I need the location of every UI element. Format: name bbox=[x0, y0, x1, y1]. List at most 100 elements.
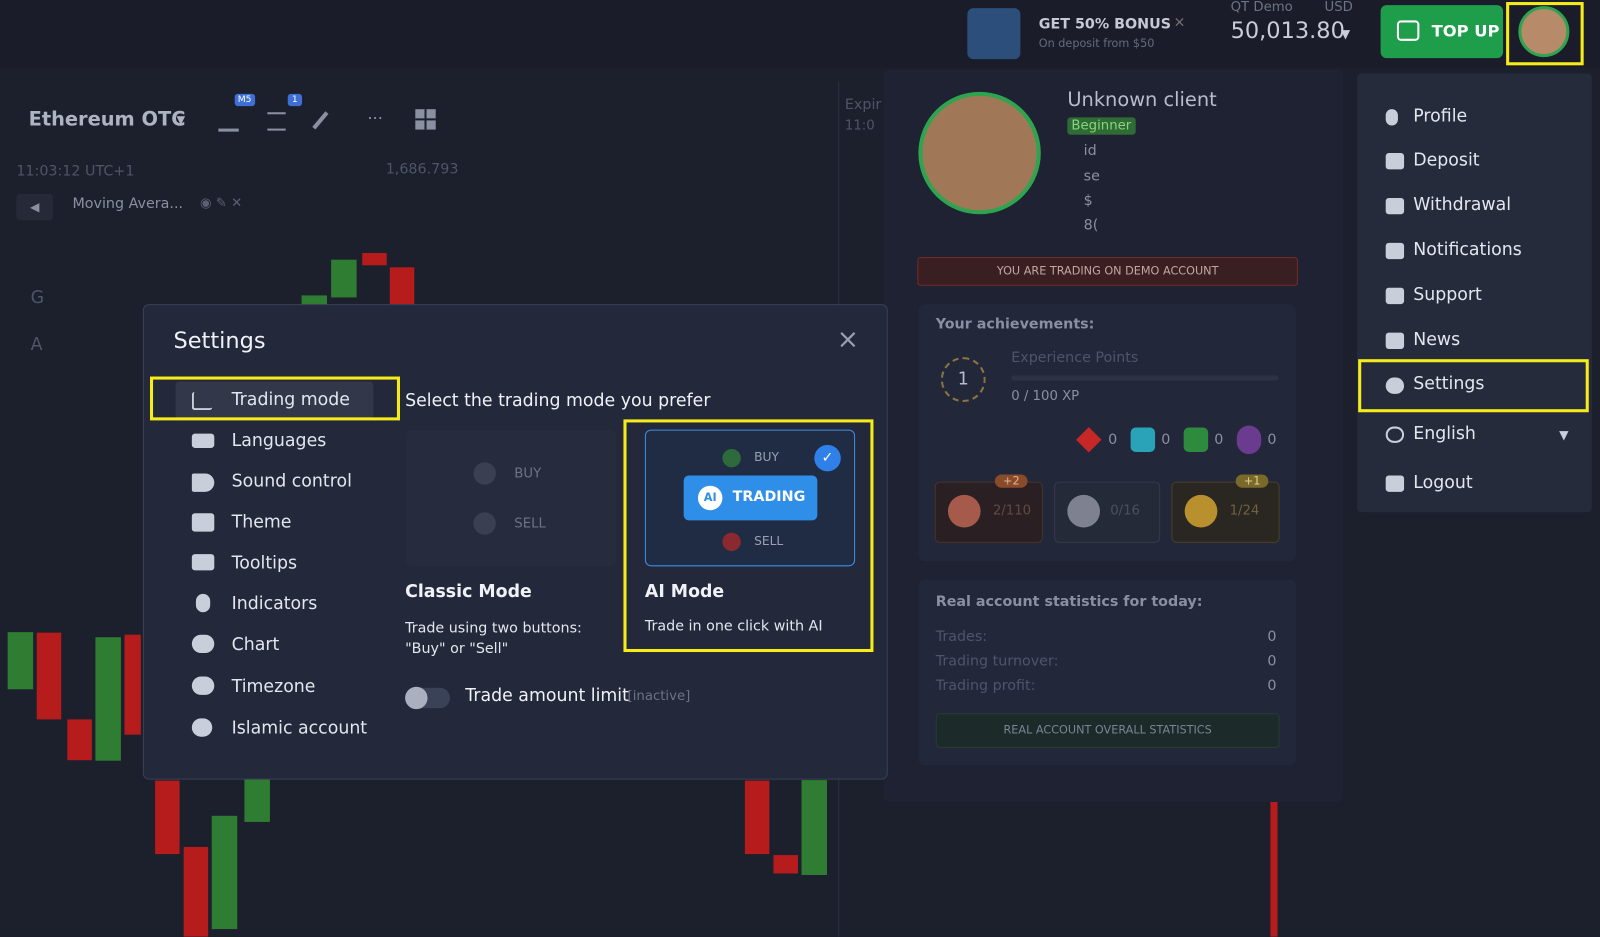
classic-description: Trade using two buttons: "Buy" or "Sell" bbox=[405, 620, 582, 658]
reward-icon bbox=[1184, 494, 1218, 528]
toggle-knob bbox=[405, 686, 428, 710]
ai-mode-card[interactable]: BUY ✓ AI TRADING SELL bbox=[644, 429, 856, 567]
gem-count: 0 bbox=[1108, 431, 1118, 448]
menu-item[interactable]: Support bbox=[1413, 284, 1482, 306]
ai-trading-button: AI TRADING bbox=[683, 475, 818, 521]
indicator-name: Moving Avera... bbox=[72, 195, 184, 213]
nav-item[interactable]: Chart bbox=[231, 634, 280, 656]
reward-progress: 2/110 bbox=[992, 503, 1032, 519]
expiry-label: Expir bbox=[844, 96, 882, 114]
gem-icon bbox=[1236, 425, 1262, 455]
ai-title: AI Mode bbox=[644, 581, 725, 603]
menu-icon bbox=[1385, 475, 1405, 492]
highlight bbox=[1358, 359, 1589, 413]
profile-photo bbox=[918, 91, 1041, 215]
buy-icon bbox=[722, 448, 741, 468]
stats-label: Trading turnover: bbox=[935, 653, 1059, 670]
balance-dropdown[interactable]: ▼ bbox=[1340, 26, 1351, 41]
nav-item[interactable]: Timezone bbox=[231, 676, 316, 697]
nav-item[interactable]: Theme bbox=[231, 512, 292, 533]
sell-icon bbox=[473, 512, 496, 535]
gem-count: 0 bbox=[1161, 431, 1171, 448]
collapse-button[interactable]: ◀ bbox=[16, 193, 54, 221]
menu-item[interactable]: News bbox=[1413, 329, 1461, 350]
xp-level: 1 bbox=[940, 357, 986, 403]
settings-prompt: Select the trading mode you prefer bbox=[405, 390, 711, 412]
wallet-icon bbox=[1396, 20, 1420, 41]
nav-icon bbox=[195, 593, 211, 613]
classic-mode-card[interactable]: BUY SELL bbox=[406, 429, 617, 567]
menu-item[interactable]: English bbox=[1413, 423, 1476, 444]
more-icon[interactable]: ··· bbox=[367, 108, 383, 128]
menu-item[interactable]: Withdrawal bbox=[1413, 194, 1512, 216]
ai-button-label: TRADING bbox=[732, 488, 806, 506]
reward-progress: 0/16 bbox=[1110, 503, 1140, 519]
nav-icon bbox=[191, 391, 213, 411]
nav-item[interactable]: Indicators bbox=[231, 593, 318, 615]
top-up-label[interactable]: TOP UP bbox=[1431, 21, 1500, 41]
stats-button[interactable]: REAL ACCOUNT OVERALL STATISTICS bbox=[935, 713, 1280, 748]
classic-buy: BUY bbox=[514, 466, 542, 482]
highlight bbox=[149, 376, 400, 421]
menu-item[interactable]: Notifications bbox=[1413, 239, 1522, 261]
reward-icon bbox=[1067, 494, 1100, 528]
menu-icon bbox=[1385, 242, 1405, 260]
menu-icon bbox=[1385, 109, 1398, 126]
nav-item[interactable]: Sound control bbox=[231, 471, 352, 492]
stats-label: Trading profit: bbox=[935, 677, 1036, 694]
nav-icon bbox=[191, 718, 213, 737]
asset-name[interactable]: Ethereum OTC bbox=[28, 108, 186, 131]
ai-buy: BUY bbox=[754, 449, 779, 465]
nav-item[interactable]: Tooltips bbox=[231, 553, 298, 574]
bonus-close[interactable]: × bbox=[1173, 14, 1186, 31]
indicators-icon[interactable] bbox=[267, 112, 286, 131]
menu-item[interactable]: Profile bbox=[1413, 106, 1468, 127]
timeframe-badge: M5 bbox=[234, 93, 255, 107]
stats-value: 0 bbox=[1267, 628, 1277, 645]
profile-field: se bbox=[1083, 168, 1100, 185]
top-up-button[interactable]: TOP UP bbox=[1380, 5, 1504, 59]
buy-icon bbox=[473, 462, 496, 485]
demo-notice: YOU ARE TRADING ON DEMO ACCOUNT bbox=[917, 257, 1298, 286]
selected-check: ✓ bbox=[814, 444, 841, 472]
balance[interactable]: 50,013.80 bbox=[1230, 18, 1345, 44]
nav-item[interactable]: Islamic account bbox=[231, 718, 368, 739]
nav-item[interactable]: Languages bbox=[231, 430, 327, 452]
menu-item[interactable]: Deposit bbox=[1413, 149, 1480, 171]
language-dropdown[interactable]: ▼ bbox=[1559, 427, 1569, 442]
chart-type-icon[interactable] bbox=[218, 110, 239, 132]
indicator-actions[interactable]: ◉ ✎ ✕ bbox=[199, 195, 243, 212]
top-bar bbox=[0, 0, 1600, 68]
nav-icon bbox=[191, 676, 215, 695]
reward-card: 2/110 +2 bbox=[934, 474, 1043, 543]
avatar[interactable] bbox=[1518, 6, 1570, 58]
menu-icon bbox=[1385, 377, 1405, 394]
gem-icon bbox=[1183, 427, 1209, 453]
menu-icon bbox=[1385, 197, 1405, 215]
reward-card: 0/16 bbox=[1054, 481, 1161, 543]
price: 1,686.793 bbox=[385, 161, 459, 178]
layout-icon[interactable] bbox=[415, 109, 436, 130]
bonus-title[interactable]: GET 50% BONUS bbox=[1038, 16, 1172, 33]
menu-item[interactable]: Settings bbox=[1413, 373, 1485, 394]
nav-item[interactable]: Trading mode bbox=[231, 389, 350, 411]
stats-title: Real account statistics for today: bbox=[935, 593, 1203, 611]
stats-value: 0 bbox=[1267, 677, 1277, 694]
server-time: 11:03:12 UTC+1 bbox=[16, 163, 135, 180]
asset-dropdown[interactable]: ▼ bbox=[176, 113, 186, 127]
reward-card: 1/24 +1 bbox=[1171, 474, 1280, 543]
nav-icon bbox=[191, 433, 215, 448]
gem-icon bbox=[1130, 427, 1156, 453]
limit-toggle[interactable] bbox=[405, 686, 450, 710]
menu-icon bbox=[1385, 153, 1405, 170]
ai-description: Trade in one click with AI bbox=[644, 618, 823, 635]
menu-item[interactable]: Logout bbox=[1413, 472, 1473, 493]
profile-level: Beginner bbox=[1067, 117, 1136, 135]
limit-label: Trade amount limit bbox=[465, 685, 629, 707]
ai-sell: SELL bbox=[754, 533, 784, 548]
reward-icon bbox=[947, 494, 981, 528]
menu-icon bbox=[1385, 287, 1405, 305]
close-button[interactable]: × bbox=[836, 324, 859, 356]
